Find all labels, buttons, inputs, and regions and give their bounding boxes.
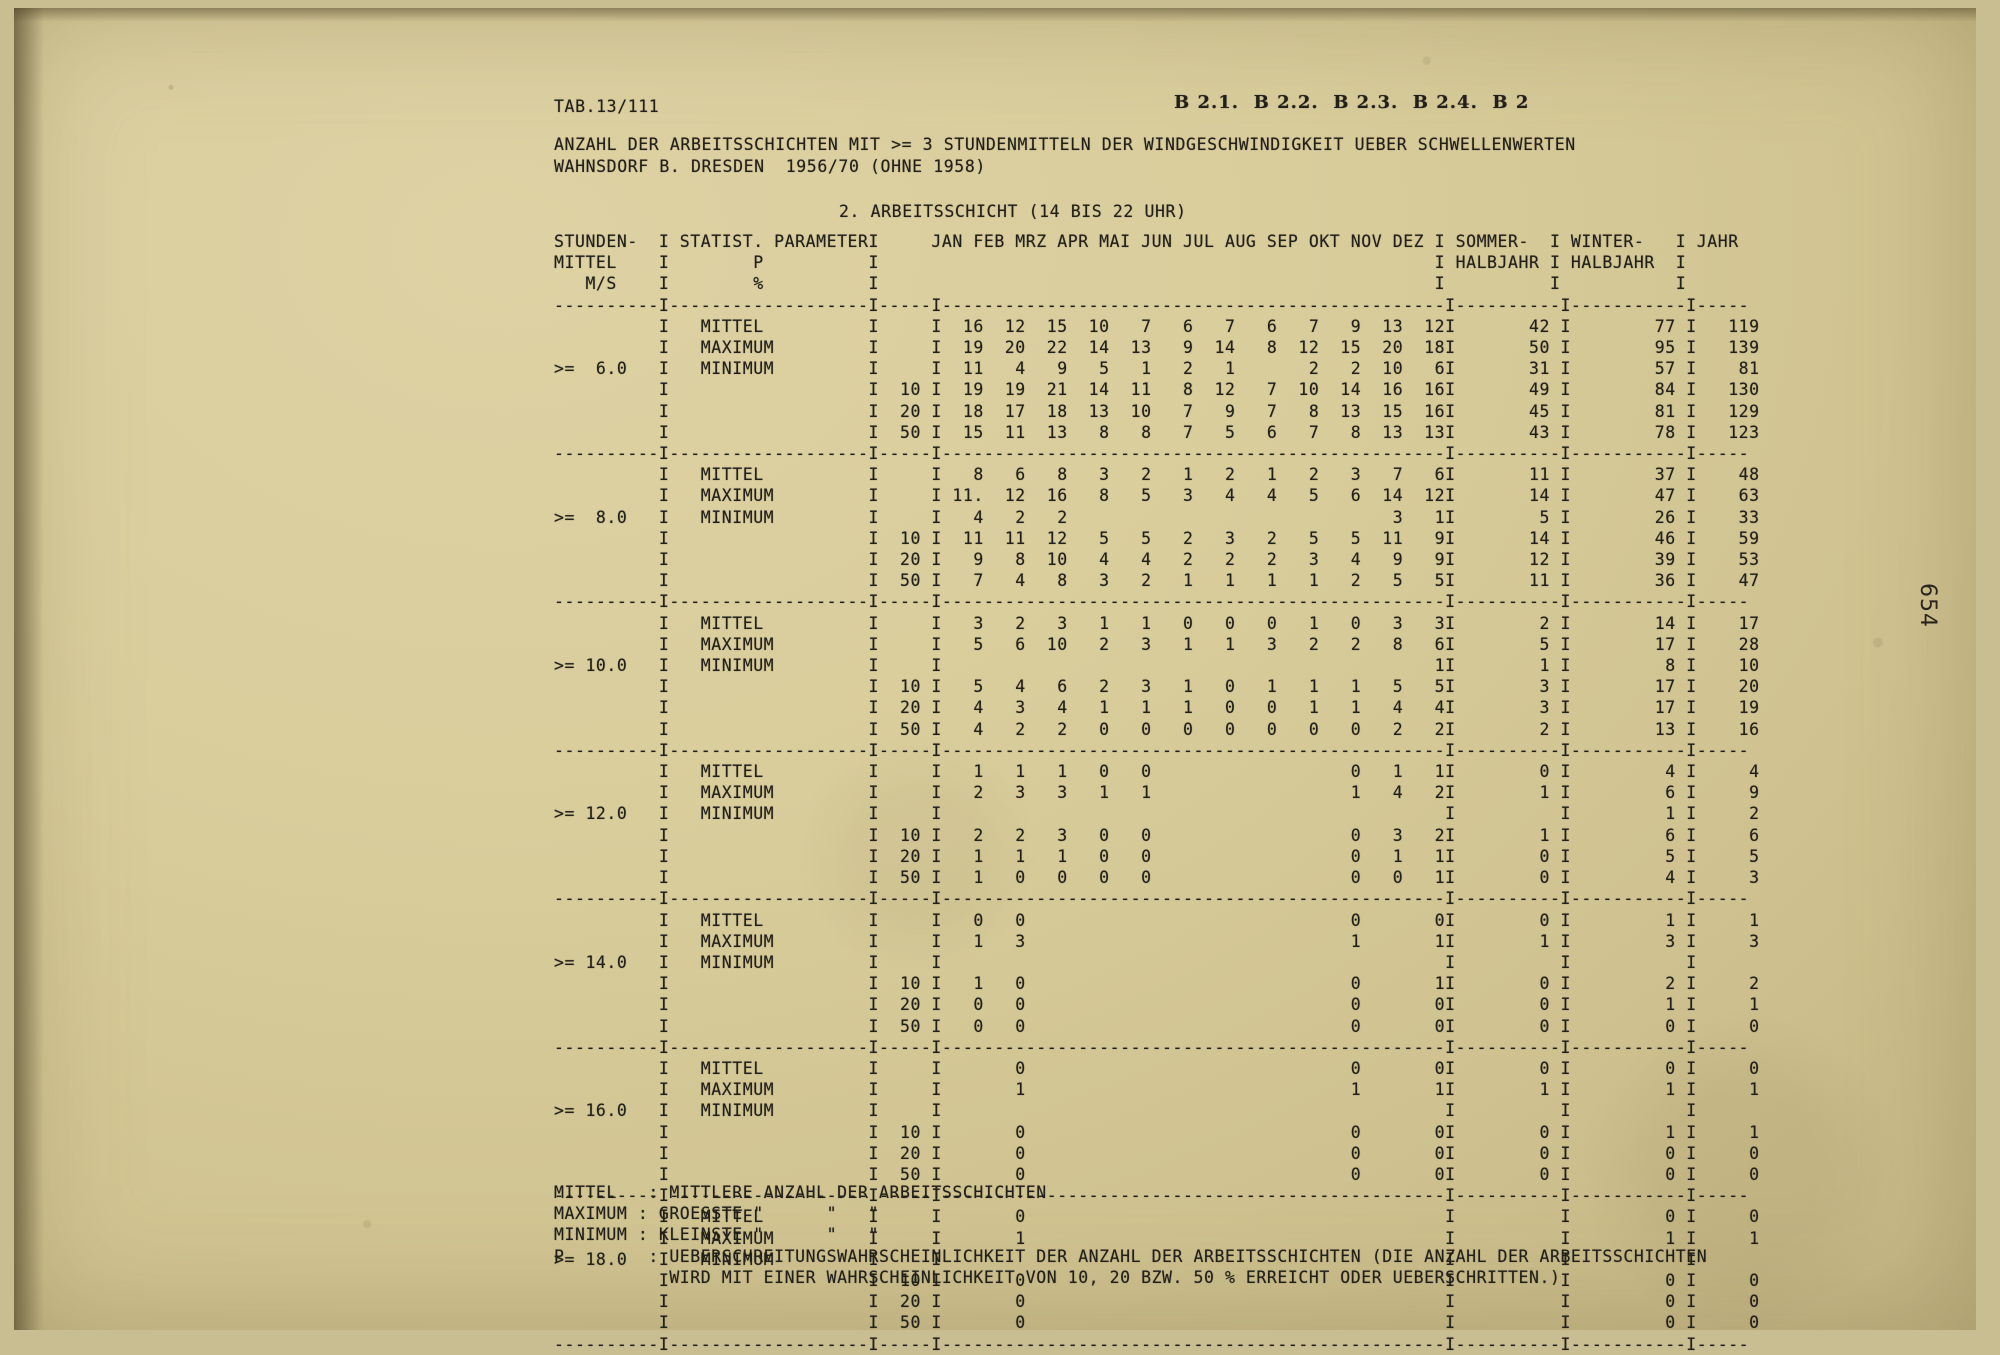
legend-text: MITTEL : MITTLERE ANZAHL DER ARBEITSSCHI… [554,1183,1708,1287]
title-line-1: ANZAHL DER ARBEITSSCHICHTEN MIT >= 3 STU… [554,135,1576,154]
title-line-2: WAHNSDORF B. DRESDEN 1956/70 (OHNE 1958) [554,157,986,176]
page-gutter-shadow [14,8,44,1330]
reference-codes: B 2.1. B 2.2. B 2.3. B 2.4. B 2 [1174,92,1530,113]
subtitle-shift-label: 2. ARBEITSSCHICHT (14 BIS 22 UHR) [839,202,1187,221]
legend-block: MITTEL : MITTLERE ANZAHL DER ARBEITSSCHI… [554,1182,1707,1288]
table-id: TAB.13/111 [554,97,660,116]
page-number: 654 [1915,583,1940,628]
document-page: TAB.13/111 B 2.1. B 2.2. B 2.3. B 2.4. B… [14,8,1976,1354]
page-top-shadow [14,8,1976,22]
